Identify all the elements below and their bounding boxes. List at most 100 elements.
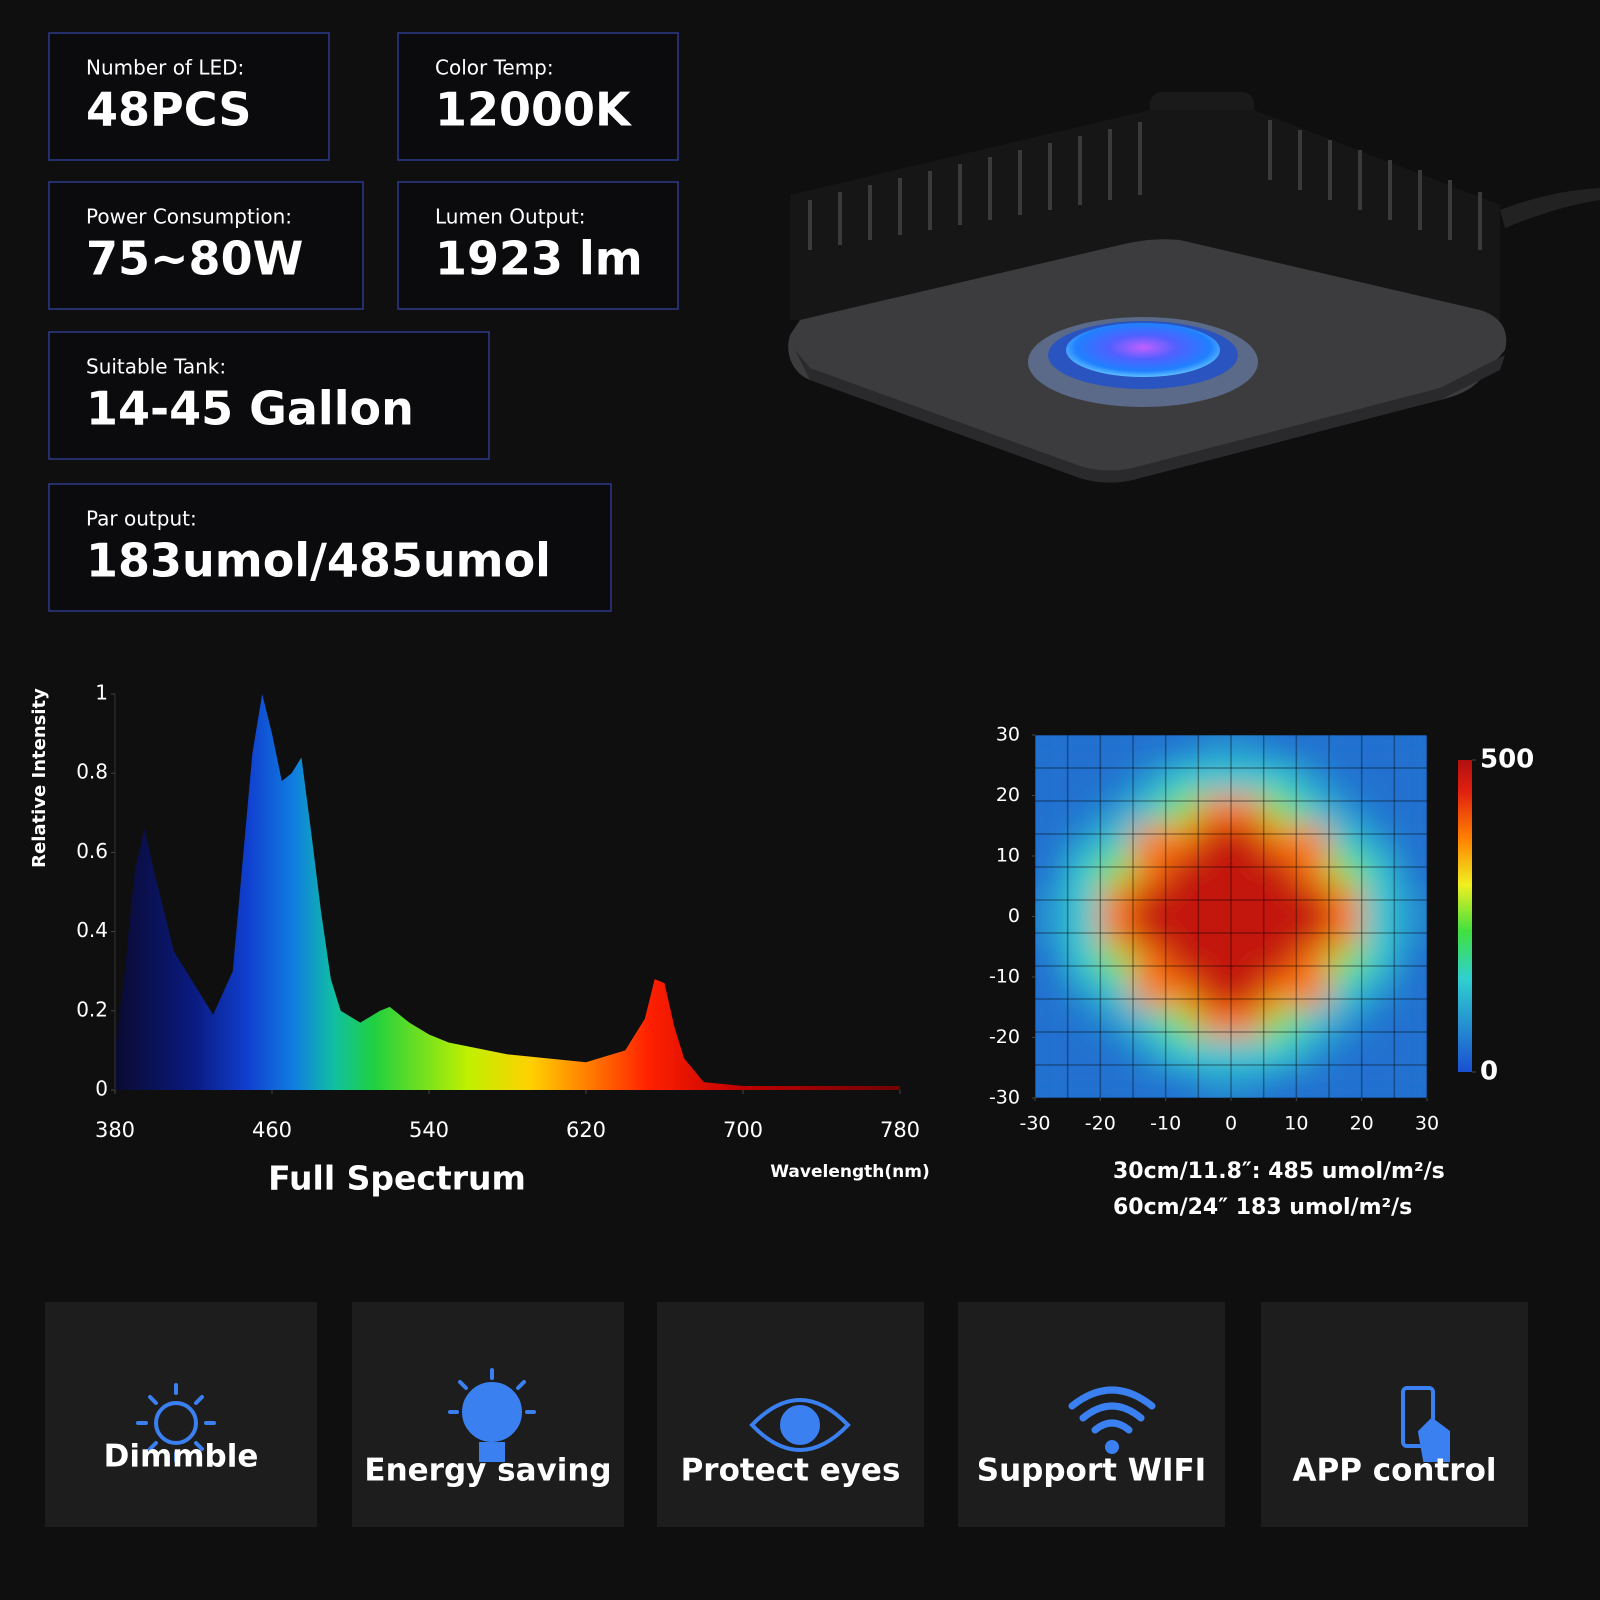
heatmap-cell	[1067, 764, 1101, 796]
y-tick-label: 0.2	[76, 997, 108, 1021]
spec-box	[48, 483, 612, 612]
heatmap-cell	[1099, 735, 1134, 766]
heatmap-cell	[1393, 946, 1427, 978]
heatmap-cell	[1263, 1006, 1297, 1038]
heatmap-cell	[1132, 916, 1167, 948]
heatmap-cell	[1197, 795, 1232, 827]
heatmap-cell	[1328, 946, 1363, 978]
heatmap-cell	[1263, 946, 1297, 978]
heatmap-cell	[1361, 795, 1395, 827]
heatmap-cell	[1035, 795, 1069, 827]
heatmap-cell	[1263, 825, 1297, 857]
spec-box	[48, 181, 364, 310]
heatmap-cell	[1295, 1067, 1330, 1098]
feature-card	[1261, 1302, 1528, 1527]
heatmap-cell	[1197, 1006, 1232, 1038]
heatmap-cell	[1035, 1037, 1069, 1069]
heatmap-cell	[1295, 1006, 1330, 1038]
heatmap-cell	[1295, 885, 1330, 917]
colorbar-label: 0	[1480, 1057, 1498, 1087]
y-tick-label: -10	[989, 966, 1020, 988]
heatmap-cell	[1165, 855, 1199, 887]
y-axis-title: Relative Intensity	[29, 688, 50, 868]
heatmap-cell	[1393, 976, 1427, 1008]
heatmap-cell	[1165, 735, 1199, 766]
heatmap-cell	[1230, 825, 1265, 857]
heatmap-cell	[1295, 976, 1330, 1008]
heatmap-cell	[1197, 735, 1232, 766]
heatmap-cell	[1197, 1067, 1232, 1098]
heatmap-cell	[1197, 764, 1232, 796]
heatmap-cell	[1165, 976, 1199, 1008]
heatmap-cell	[1263, 764, 1297, 796]
heatmap-cell	[1099, 1067, 1134, 1098]
spec-label: Color Temp:	[435, 56, 554, 80]
feature-label: Dimmble	[104, 1439, 259, 1475]
heatmap-cell	[1393, 1006, 1427, 1038]
y-tick-label: 0.8	[76, 760, 108, 784]
chart-title: Full Spectrum	[268, 1159, 526, 1198]
spec-label: Suitable Tank:	[86, 355, 226, 379]
heatmap-cell	[1067, 976, 1101, 1008]
spec-value: 183umol/485umol	[86, 534, 551, 588]
heatmap-cell	[1328, 795, 1363, 827]
spectrum-area	[115, 694, 900, 1090]
heatmap-cell	[1132, 885, 1167, 917]
heatmap-cell	[1132, 795, 1167, 827]
feature-label: Energy saving	[364, 1453, 611, 1489]
colorbar-label: 500	[1480, 745, 1534, 775]
heatmap-cell	[1099, 946, 1134, 978]
heatmap-cell	[1197, 946, 1232, 978]
heatmap-cell	[1035, 855, 1069, 887]
heatmap-cell	[1361, 1067, 1395, 1098]
heatmap-cell	[1099, 976, 1134, 1008]
heatmap-cell	[1295, 825, 1330, 857]
heatmap-cell	[1393, 855, 1427, 887]
heatmap-cell	[1393, 1037, 1427, 1069]
heatmap-cell	[1328, 855, 1363, 887]
x-tick-label: 780	[880, 1118, 920, 1142]
spec-label: Number of LED:	[86, 56, 244, 80]
heatmap-cell	[1263, 855, 1297, 887]
y-tick-label: 0	[95, 1077, 108, 1101]
heatmap-cell	[1230, 885, 1265, 917]
heatmap-cell	[1099, 1037, 1134, 1069]
x-tick-label: 540	[409, 1118, 449, 1142]
heatmap-cell	[1393, 764, 1427, 796]
y-tick-label: 0.4	[76, 918, 108, 942]
heatmap-cell	[1132, 1037, 1167, 1069]
heatmap-cell	[1295, 764, 1330, 796]
heatmap-cell	[1099, 795, 1134, 827]
heatmap-cell	[1393, 885, 1427, 917]
heatmap-cell	[1165, 885, 1199, 917]
heatmap-cell	[1035, 976, 1069, 1008]
spec-box	[397, 32, 679, 161]
heatmap-cell	[1295, 1037, 1330, 1069]
x-axis-title: Wavelength(nm)	[770, 1162, 929, 1182]
heatmap-note: 60cm/24″ 183 umol/m²/s	[1113, 1195, 1412, 1220]
heatmap-cell	[1197, 825, 1232, 857]
heatmap-cell	[1197, 1037, 1232, 1069]
x-tick-label: 20	[1350, 1113, 1374, 1135]
heatmap-cell	[1165, 764, 1199, 796]
x-tick-label: 0	[1225, 1113, 1237, 1135]
heatmap-cell	[1132, 1067, 1167, 1098]
heatmap-cell	[1035, 1067, 1069, 1098]
heatmap-cell	[1230, 916, 1265, 948]
heatmap-cell	[1393, 825, 1427, 857]
feature-label: APP control	[1293, 1453, 1497, 1489]
heatmap-cell	[1263, 1067, 1297, 1098]
heatmap-cell	[1197, 916, 1232, 948]
heatmap-cell	[1361, 946, 1395, 978]
heatmap-cell	[1230, 1067, 1265, 1098]
heatmap-cell	[1099, 825, 1134, 857]
colorbar	[1458, 760, 1472, 1072]
x-tick-label: -20	[1085, 1113, 1116, 1135]
heatmap-note: 30cm/11.8″: 485 umol/m²/s	[1113, 1159, 1445, 1184]
x-tick-label: -10	[1150, 1113, 1181, 1135]
y-tick-label: -20	[989, 1026, 1020, 1048]
heatmap-cell	[1361, 735, 1395, 766]
heatmap-cell	[1230, 1037, 1265, 1069]
spec-value: 1923 lm	[435, 232, 643, 286]
